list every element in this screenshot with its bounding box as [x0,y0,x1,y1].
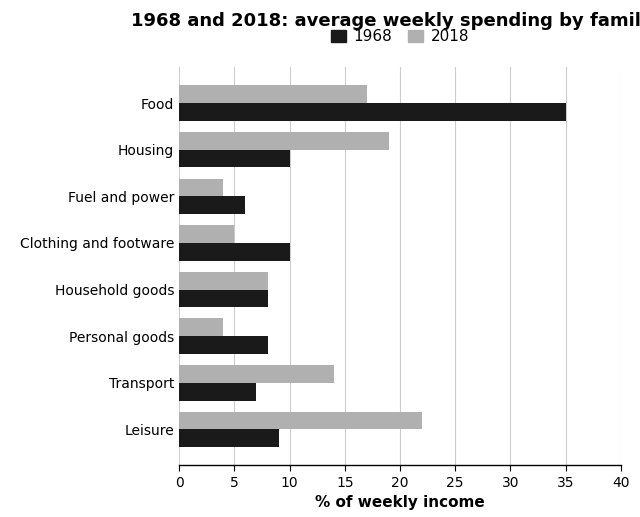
Bar [179,430,278,447]
Title: 1968 and 2018: average weekly spending by families: 1968 and 2018: average weekly spending b… [131,11,640,29]
Bar [179,149,290,168]
Bar [179,383,257,401]
Bar [179,132,389,149]
Bar [179,290,268,307]
Bar [179,225,234,243]
Bar [179,318,223,336]
Bar [179,103,566,121]
Legend: 1968, 2018: 1968, 2018 [324,23,476,50]
Bar [179,272,268,290]
Bar [179,412,422,430]
Bar [179,85,367,103]
Bar [179,243,290,261]
Bar [179,178,223,196]
X-axis label: % of weekly income: % of weekly income [315,495,485,510]
Bar [179,365,334,383]
Bar [179,336,268,354]
Bar [179,196,246,214]
